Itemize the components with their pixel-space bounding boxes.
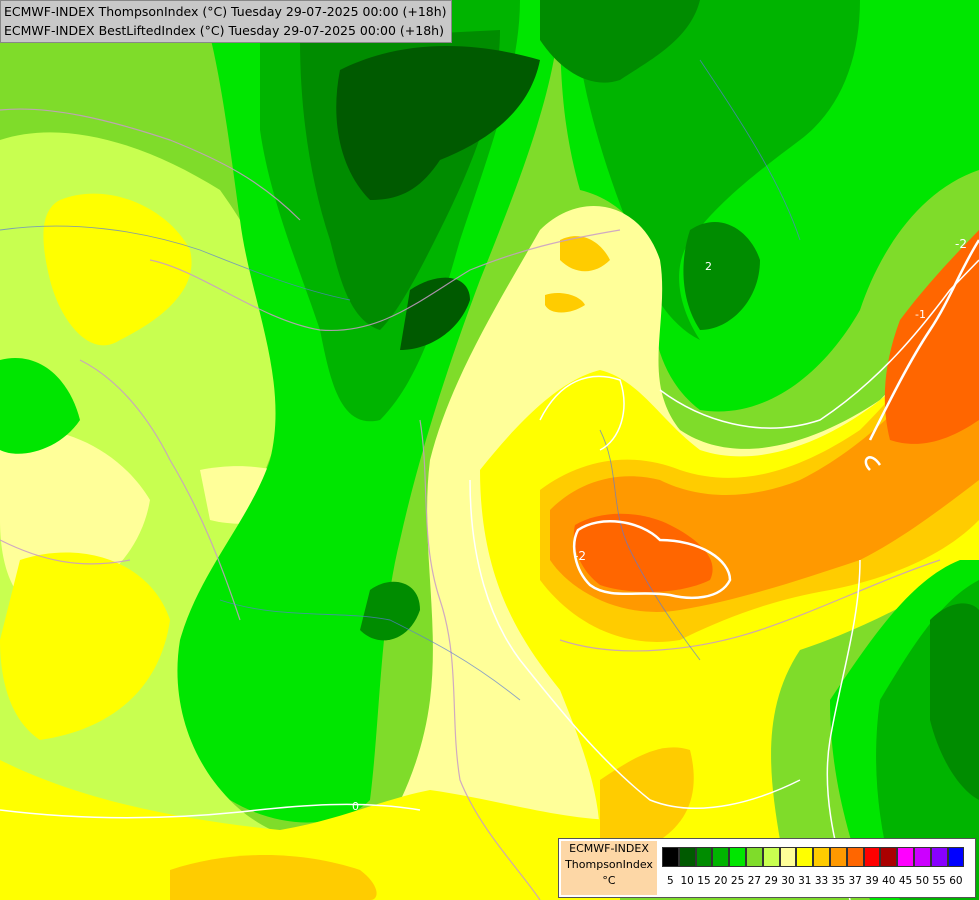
legend-label: ECMWF-INDEX ThompsonIndex °C — [561, 841, 657, 895]
legend-tick: 33 — [814, 875, 829, 887]
contour-label-d: 0 — [352, 800, 359, 813]
title-line-thompson: ECMWF-INDEX ThompsonIndex (°C) Tuesday 2… — [4, 4, 447, 19]
legend-tick: 37 — [848, 875, 862, 887]
field-green-dark-south — [360, 581, 420, 641]
field-green-ne-darker — [683, 221, 760, 330]
legend-color-cell — [897, 847, 914, 867]
legend-color-cell — [829, 847, 847, 867]
legend-color-cell — [712, 847, 730, 867]
field-orange-dark — [573, 513, 713, 592]
legend-tick: 25 — [730, 875, 745, 887]
legend-color-cell — [762, 847, 780, 867]
legend-tick: 35 — [831, 875, 846, 887]
legend-color-cell — [863, 847, 881, 867]
legend-color-cell — [846, 847, 864, 867]
contour-label-e: 2 — [705, 260, 712, 273]
legend-color-cell — [729, 847, 746, 867]
legend-tick: 10 — [680, 875, 694, 887]
field-orange-north-2 — [545, 293, 585, 313]
legend-tick: 5 — [667, 875, 674, 887]
field-green-ne-dark2 — [540, 0, 700, 83]
rivers — [0, 59, 801, 701]
legend-color-cell — [813, 847, 830, 867]
legend-color-cell — [796, 847, 814, 867]
legend-color-cell — [779, 847, 797, 867]
field-green-darkest — [336, 46, 540, 200]
field-orange-south — [170, 855, 377, 900]
legend-color-cell — [947, 847, 965, 867]
legend-tick: 39 — [865, 875, 879, 887]
field-orange-north — [560, 236, 610, 272]
legend-color-cell — [930, 847, 948, 867]
contour-label-a: -2 — [574, 549, 586, 563]
legend-tick: 15 — [697, 875, 711, 887]
map-title-box: ECMWF-INDEX ThompsonIndex (°C) Tuesday 2… — [0, 0, 452, 43]
legend-tick: 40 — [882, 875, 896, 887]
legend-ticks: 5 10 15 20 25 27 29 30 31 33 35 37 39 40 45 50 55 60 — [662, 875, 964, 887]
legend-tick: 55 — [932, 875, 946, 887]
legend-color-cell — [662, 847, 679, 867]
legend-color-cell — [745, 847, 763, 867]
contour-label-c: -1 — [915, 308, 926, 321]
legend-line-2: ThompsonIndex — [565, 858, 653, 871]
field-green-west — [0, 358, 80, 454]
field-yellow-south — [0, 760, 620, 900]
legend-color-cell — [913, 847, 931, 867]
contour-lines-thin — [0, 259, 979, 900]
legend-line-3: °C — [602, 874, 616, 887]
legend-tick: 30 — [781, 875, 795, 887]
legend-tick: 31 — [798, 875, 812, 887]
legend-tick: 27 — [747, 875, 762, 887]
legend-color-bar — [662, 847, 965, 867]
legend-color-cell — [678, 847, 696, 867]
field-orange-south-2 — [600, 747, 694, 840]
legend-color-cell — [695, 847, 713, 867]
legend-tick: 60 — [949, 875, 963, 887]
legend-tick: 50 — [915, 875, 930, 887]
field-green-darkest-2 — [400, 277, 470, 350]
legend-tick: 20 — [714, 875, 728, 887]
contour-label-b: -2 — [955, 237, 967, 251]
borders — [0, 108, 941, 900]
field-yellow-west — [43, 193, 192, 346]
title-line-bestlifted: ECMWF-INDEX BestLiftedIndex (°C) Tuesday… — [4, 23, 444, 38]
color-legend: ECMWF-INDEX ThompsonIndex °C 5 10 15 20 25 27… — [558, 838, 976, 898]
legend-tick: 45 — [898, 875, 913, 887]
field-green-se-darker — [930, 603, 979, 800]
field-yellow-west-3 — [0, 552, 170, 740]
legend-line-1: ECMWF-INDEX — [569, 842, 649, 855]
legend-tick: 29 — [764, 875, 778, 887]
legend-color-cell — [880, 847, 898, 867]
contour-lines — [573, 239, 979, 600]
